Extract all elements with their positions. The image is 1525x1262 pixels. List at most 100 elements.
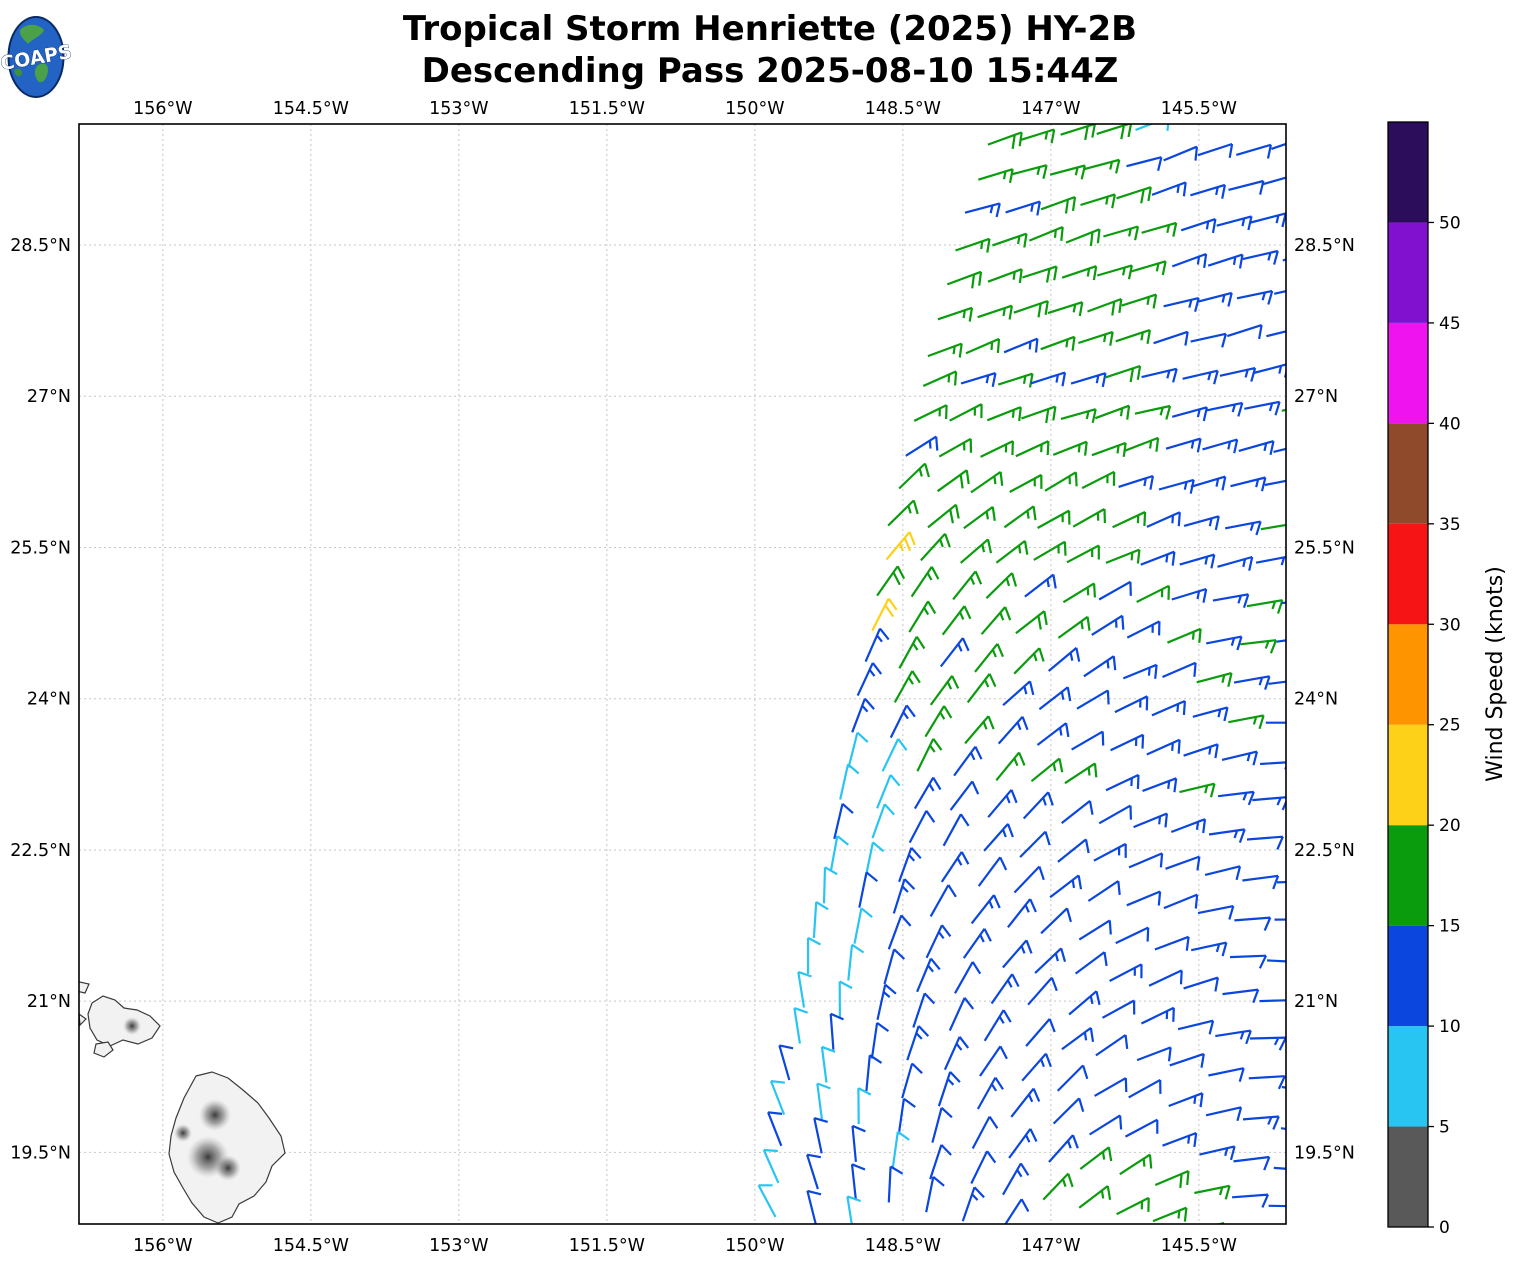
wind-barb	[997, 372, 1034, 388]
wind-barb	[1140, 550, 1176, 566]
wind-barb	[1146, 511, 1181, 528]
wind-barb	[1061, 265, 1098, 281]
wind-barb	[881, 738, 908, 772]
wind-barb	[964, 715, 995, 745]
wind-barb	[1126, 156, 1163, 172]
axis-tick-labels: 156°W 156°W 154.5°W 154.5°W 153°W 153°W 151.5°…	[10, 99, 1355, 1256]
wind-barb	[876, 565, 906, 597]
wind-barb	[964, 202, 1001, 218]
wind-barb	[1217, 555, 1254, 571]
wind-barb	[1087, 297, 1123, 316]
lon-tick-label-bottom: 147°W	[1021, 1236, 1080, 1256]
wind-barb	[1091, 441, 1127, 457]
wind-barb	[1166, 627, 1202, 644]
wind-barb	[1169, 1052, 1205, 1068]
wind-barb	[1071, 730, 1105, 751]
wind-barb	[1180, 218, 1217, 234]
wind-barb	[1222, 988, 1260, 1004]
colorbar-tick-label: 35	[1439, 515, 1461, 535]
wind-barb	[1158, 478, 1195, 494]
wind-barb	[953, 745, 983, 777]
colorbar-tick-label: 20	[1439, 816, 1461, 836]
wind-barb	[1061, 1027, 1095, 1051]
wind-barb	[1197, 142, 1234, 158]
wind-barb	[847, 731, 869, 768]
wind-barb	[995, 540, 1029, 564]
wind-barb	[1196, 291, 1233, 307]
wind-barb	[948, 997, 975, 1032]
wind-barb	[1116, 186, 1152, 204]
colorbar-tick-label: 30	[1439, 615, 1461, 635]
wind-barb	[924, 705, 953, 738]
wind-barb	[1098, 580, 1132, 601]
wind-barb	[1084, 158, 1121, 174]
wind-barb	[1095, 1034, 1129, 1057]
wind-barb	[954, 961, 982, 994]
wind-barb	[1265, 721, 1286, 724]
wind-barb	[1135, 124, 1170, 132]
wind-barb	[851, 1124, 866, 1162]
wind-barb	[1124, 1118, 1159, 1138]
wind-barb	[887, 914, 912, 950]
wind-barb	[937, 306, 974, 322]
wind-barb	[940, 851, 970, 883]
wind-barb	[1204, 865, 1242, 881]
lon-tick-label-top: 147°W	[1021, 99, 1080, 119]
wind-barb	[1250, 212, 1286, 228]
wind-barb	[992, 232, 1028, 248]
wind-barb	[1094, 1077, 1128, 1097]
wind-barb	[970, 894, 1001, 925]
wind-barb	[1217, 790, 1255, 806]
wind-barb	[892, 878, 916, 914]
wind-barb	[985, 572, 1018, 599]
wind-barb	[1105, 773, 1140, 792]
colorbar-segment	[1388, 122, 1428, 223]
lon-tick-label-top: 151.5°W	[569, 99, 645, 119]
wind-barb	[1192, 706, 1229, 722]
wind-barb	[856, 662, 883, 697]
wind-barb	[1072, 508, 1106, 528]
wind-barb	[1268, 680, 1286, 685]
wind-barb	[1240, 639, 1278, 654]
wind-barb	[1247, 103, 1281, 117]
wind-barb	[1274, 918, 1286, 921]
colorbar-border	[1387, 121, 1429, 1228]
wind-barb	[1163, 893, 1199, 910]
wind-barb	[1096, 264, 1133, 280]
wind-barb	[1208, 1067, 1245, 1083]
wind-barb	[893, 670, 921, 703]
wind-barb	[1140, 1006, 1175, 1025]
wind-barb	[851, 697, 875, 733]
lon-tick-label-top: 150°W	[725, 99, 784, 119]
wind-barb	[970, 1150, 997, 1184]
colorbar: 0 5 10 15 20 25 30 35 40 45 50	[1388, 122, 1461, 1238]
wind-barb	[1105, 364, 1142, 383]
lat-tick-label-left: 21°N	[27, 992, 71, 1012]
wind-barb	[961, 1186, 985, 1222]
lon-tick-label-top: 148.5°W	[865, 99, 941, 119]
logo-land-north	[19, 24, 44, 44]
wind-barb	[1040, 335, 1076, 351]
wind-barb	[1081, 470, 1116, 490]
wind-barb	[1021, 405, 1057, 424]
wind-barb	[820, 1045, 836, 1083]
wind-barb	[949, 403, 983, 422]
wind-barb	[898, 847, 922, 883]
wind-barb	[971, 1115, 999, 1150]
wind-barb	[1013, 865, 1045, 894]
wind-barb	[1212, 593, 1250, 609]
wind-barb	[806, 1189, 822, 1224]
wind-barb	[1013, 299, 1049, 318]
lon-tick-label-top: 154.5°W	[273, 99, 349, 119]
wind-barb	[1219, 367, 1257, 382]
wind-barb	[983, 1009, 1012, 1042]
lat-tick-label-left: 25.5°N	[10, 538, 71, 558]
wind-barb	[1002, 680, 1035, 707]
wind-barb	[1079, 1146, 1113, 1170]
wind-barb	[864, 627, 890, 663]
wind-barb	[980, 440, 1014, 458]
wind-barb	[977, 168, 1014, 184]
wind-barb	[1190, 475, 1227, 491]
wind-barb	[1096, 124, 1133, 140]
